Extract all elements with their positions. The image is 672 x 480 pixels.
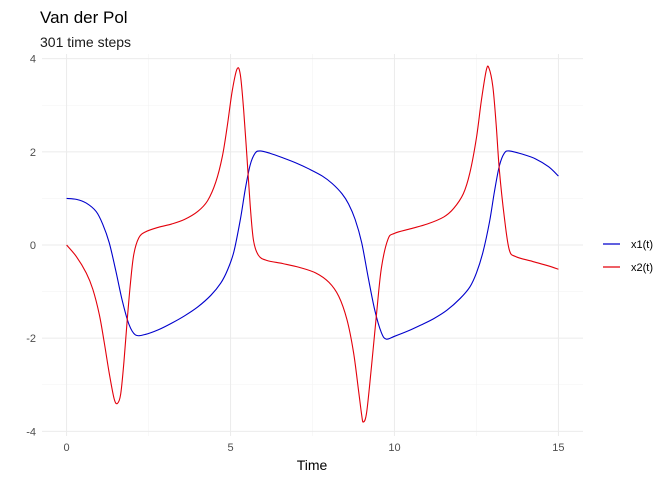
chart-title: Van der Pol [40,8,128,27]
y-tick-label: 0 [30,240,36,252]
x-tick-label: 5 [227,442,233,454]
x-axis-title: Time [297,457,328,473]
x-tick-label: 15 [552,442,564,454]
y-tick-label: 4 [30,54,36,66]
legend: x1(t) x2(t) [603,239,653,274]
y-tick-label: -2 [26,333,36,345]
legend-label-1: x1(t) [631,239,653,251]
y-tick-label: -4 [26,426,36,438]
x-axis-ticks: 0 5 10 15 [64,442,565,454]
series-lines [66,65,559,423]
y-axis-ticks: -4 -2 0 2 4 [26,54,36,439]
y-tick-label: 2 [30,147,36,159]
chart-subtitle: 301 time steps [40,34,131,50]
x-tick-label: 10 [388,442,400,454]
x-tick-label: 0 [64,442,70,454]
legend-label-2: x2(t) [631,262,653,274]
series-line-1 [66,150,559,340]
plot-grid [42,54,583,436]
series-line-2 [66,65,559,423]
